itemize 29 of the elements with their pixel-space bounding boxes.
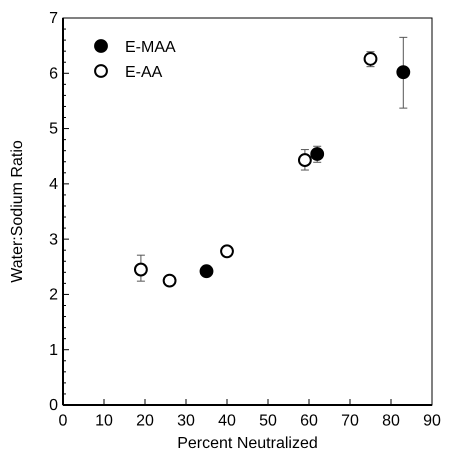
point [298, 153, 312, 167]
y-tick-label: 4 [49, 176, 58, 193]
y-axis-title: Water:Sodium Ratio [9, 140, 26, 283]
x-tick-label: 70 [341, 412, 359, 430]
x-axis-title: Percent Neutralized [177, 435, 318, 452]
x-tick-label: 20 [136, 412, 154, 430]
point [364, 52, 378, 66]
y-tick-label: 3 [49, 231, 58, 248]
x-tick-label: 60 [300, 412, 318, 430]
x-tick-label: 50 [259, 412, 277, 430]
x-tick-label: 10 [95, 412, 113, 430]
y-tick-label: 0 [49, 397, 58, 414]
y-tick-label: 1 [49, 342, 58, 359]
y-tick-label: 5 [49, 120, 58, 138]
point [220, 244, 234, 258]
y-tick-label: 2 [49, 286, 58, 304]
point [396, 65, 410, 80]
x-tick-label: 40 [218, 412, 236, 430]
point [310, 147, 324, 161]
point [162, 274, 177, 288]
x-tick-label: 30 [177, 412, 195, 430]
legend-label: E-MAA [125, 39, 176, 56]
x-tick-label: 80 [382, 412, 400, 430]
y-tick-label: 6 [49, 65, 58, 82]
x-tick-label: 90 [423, 412, 441, 430]
legend-label: E-AA [125, 64, 163, 81]
y-tick-label: 7 [49, 10, 58, 28]
point [200, 264, 214, 278]
point [134, 262, 148, 276]
